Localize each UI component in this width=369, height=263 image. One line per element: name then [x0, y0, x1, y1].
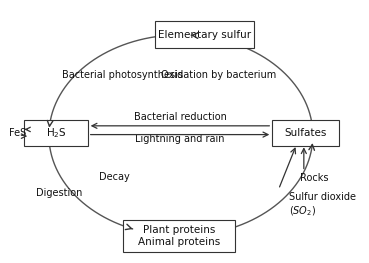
Text: Rocks: Rocks: [300, 173, 329, 183]
FancyBboxPatch shape: [272, 120, 339, 146]
Text: FeS: FeS: [10, 128, 27, 138]
Text: Oxidation by bacterium: Oxidation by bacterium: [162, 70, 277, 80]
Text: Sulfur dioxide
$(SO_2)$: Sulfur dioxide $(SO_2)$: [289, 192, 356, 218]
Text: Plant proteins
Animal proteins: Plant proteins Animal proteins: [138, 225, 220, 247]
Text: Digestion: Digestion: [36, 188, 83, 198]
Text: Lightning and rain: Lightning and rain: [135, 134, 225, 144]
FancyBboxPatch shape: [24, 120, 88, 146]
FancyBboxPatch shape: [155, 21, 254, 48]
FancyBboxPatch shape: [123, 220, 235, 252]
Text: $\mathregular{H_2S}$: $\mathregular{H_2S}$: [46, 126, 66, 140]
Text: Decay: Decay: [99, 171, 130, 182]
Text: Sulfates: Sulfates: [284, 128, 327, 138]
Text: Bacterial reduction: Bacterial reduction: [134, 112, 227, 122]
Text: Bacterial photosynthesis: Bacterial photosynthesis: [62, 70, 183, 80]
Text: Elementary sulfur: Elementary sulfur: [158, 30, 251, 40]
